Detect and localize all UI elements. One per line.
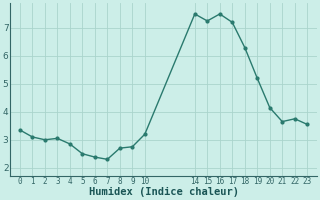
X-axis label: Humidex (Indice chaleur): Humidex (Indice chaleur) <box>89 187 239 197</box>
